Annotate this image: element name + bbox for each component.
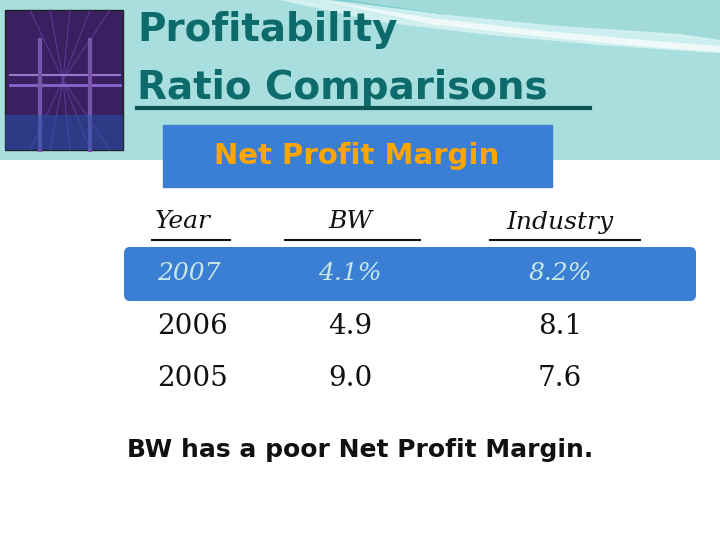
Polygon shape bbox=[300, 0, 720, 50]
Text: 4.9: 4.9 bbox=[328, 313, 372, 340]
Text: 8.1: 8.1 bbox=[538, 313, 582, 340]
FancyBboxPatch shape bbox=[124, 247, 696, 301]
Text: 2007: 2007 bbox=[157, 262, 220, 286]
Text: 8.2%: 8.2% bbox=[528, 262, 592, 286]
Text: 9.0: 9.0 bbox=[328, 364, 372, 391]
Text: Ratio Comparisons: Ratio Comparisons bbox=[137, 69, 548, 107]
Polygon shape bbox=[350, 0, 720, 42]
Polygon shape bbox=[320, 0, 720, 52]
Text: 7.6: 7.6 bbox=[538, 364, 582, 391]
Text: BW has a poor Net Profit Margin.: BW has a poor Net Profit Margin. bbox=[127, 438, 593, 462]
Text: 4.1%: 4.1% bbox=[318, 262, 382, 286]
FancyBboxPatch shape bbox=[5, 10, 123, 150]
Text: 2006: 2006 bbox=[157, 313, 228, 340]
FancyBboxPatch shape bbox=[163, 125, 552, 187]
Text: Profitability: Profitability bbox=[137, 11, 397, 49]
Text: Net Profit Margin: Net Profit Margin bbox=[215, 142, 500, 170]
FancyBboxPatch shape bbox=[5, 115, 123, 150]
Text: Industry: Industry bbox=[506, 211, 613, 233]
Polygon shape bbox=[280, 0, 720, 53]
Text: Year: Year bbox=[155, 211, 211, 233]
Text: BW: BW bbox=[328, 211, 372, 233]
Text: 2005: 2005 bbox=[157, 364, 228, 391]
FancyBboxPatch shape bbox=[0, 0, 720, 160]
